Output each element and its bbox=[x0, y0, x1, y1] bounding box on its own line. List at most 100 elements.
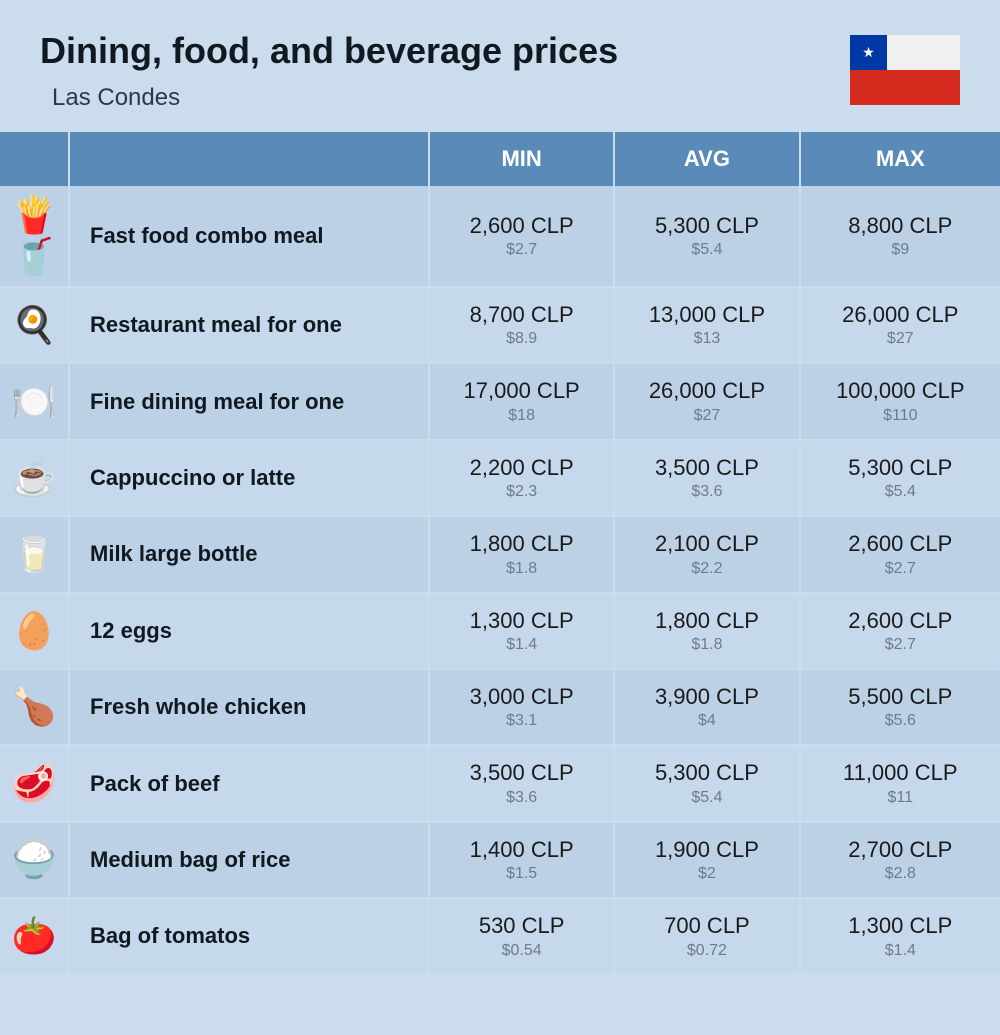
price-avg: 5,300 CLP $5.4 bbox=[615, 746, 800, 822]
price-min-usd: $18 bbox=[438, 407, 605, 425]
item-icon: 🥚 bbox=[0, 594, 70, 670]
flag-white bbox=[887, 35, 960, 70]
price-avg: 3,900 CLP $4 bbox=[615, 670, 800, 746]
price-avg-local: 2,100 CLP bbox=[623, 531, 790, 557]
flag-red bbox=[850, 70, 960, 105]
price-max: 1,300 CLP $1.4 bbox=[801, 899, 1000, 975]
item-label: Pack of beef bbox=[70, 746, 430, 822]
price-max-local: 8,800 CLP bbox=[809, 213, 992, 239]
price-max: 11,000 CLP $11 bbox=[801, 746, 1000, 822]
price-avg-local: 13,000 CLP bbox=[623, 302, 790, 328]
price-max: 100,000 CLP $110 bbox=[801, 364, 1000, 440]
item-label: Restaurant meal for one bbox=[70, 288, 430, 364]
price-avg-local: 3,900 CLP bbox=[623, 684, 790, 710]
price-min-usd: $0.54 bbox=[438, 942, 605, 960]
price-min: 3,000 CLP $3.1 bbox=[430, 670, 615, 746]
price-max: 8,800 CLP $9 bbox=[801, 186, 1000, 288]
price-max: 5,300 CLP $5.4 bbox=[801, 441, 1000, 517]
item-icon: 🍚 bbox=[0, 823, 70, 899]
price-avg: 1,900 CLP $2 bbox=[615, 823, 800, 899]
price-min: 1,400 CLP $1.5 bbox=[430, 823, 615, 899]
item-label: Cappuccino or latte bbox=[70, 441, 430, 517]
item-icon: ☕ bbox=[0, 441, 70, 517]
price-avg-usd: $13 bbox=[623, 330, 790, 348]
table-row: 🥛 Milk large bottle 1,800 CLP $1.8 2,100… bbox=[0, 517, 1000, 593]
table-row: 🥩 Pack of beef 3,500 CLP $3.6 5,300 CLP … bbox=[0, 746, 1000, 822]
price-max-usd: $11 bbox=[809, 789, 992, 807]
item-icon: 🍽️ bbox=[0, 364, 70, 440]
price-max-usd: $1.4 bbox=[809, 942, 992, 960]
price-max-usd: $110 bbox=[809, 407, 992, 425]
price-max-local: 2,700 CLP bbox=[809, 837, 992, 863]
item-label: Milk large bottle bbox=[70, 517, 430, 593]
col-avg-header: AVG bbox=[615, 132, 800, 186]
table-row: 🍽️ Fine dining meal for one 17,000 CLP $… bbox=[0, 364, 1000, 440]
table-row: 🍟🥤 Fast food combo meal 2,600 CLP $2.7 5… bbox=[0, 186, 1000, 288]
price-min: 1,300 CLP $1.4 bbox=[430, 594, 615, 670]
price-avg-usd: $2 bbox=[623, 865, 790, 883]
table-header-row: MIN AVG MAX bbox=[0, 132, 1000, 186]
price-max: 5,500 CLP $5.6 bbox=[801, 670, 1000, 746]
table-row: 🍗 Fresh whole chicken 3,000 CLP $3.1 3,9… bbox=[0, 670, 1000, 746]
flag-star: ★ bbox=[850, 35, 887, 70]
item-icon: 🍅 bbox=[0, 899, 70, 975]
price-max-local: 2,600 CLP bbox=[809, 531, 992, 557]
col-min-header: MIN bbox=[430, 132, 615, 186]
price-min-local: 3,000 CLP bbox=[438, 684, 605, 710]
price-max-usd: $5.4 bbox=[809, 483, 992, 501]
item-icon: 🥩 bbox=[0, 746, 70, 822]
price-max-usd: $2.7 bbox=[809, 636, 992, 654]
price-max-local: 1,300 CLP bbox=[809, 913, 992, 939]
price-max: 2,600 CLP $2.7 bbox=[801, 517, 1000, 593]
price-min-local: 2,200 CLP bbox=[438, 455, 605, 481]
price-avg-local: 1,800 CLP bbox=[623, 608, 790, 634]
item-label: Fast food combo meal bbox=[70, 186, 430, 288]
item-icon: 🥛 bbox=[0, 517, 70, 593]
item-label: Medium bag of rice bbox=[70, 823, 430, 899]
price-avg-usd: $0.72 bbox=[623, 942, 790, 960]
price-avg: 13,000 CLP $13 bbox=[615, 288, 800, 364]
price-min-local: 17,000 CLP bbox=[438, 378, 605, 404]
price-min-usd: $3.1 bbox=[438, 712, 605, 730]
header-text: Dining, food, and beverage prices Las Co… bbox=[40, 30, 618, 112]
item-label: Fine dining meal for one bbox=[70, 364, 430, 440]
page-subtitle: Las Condes bbox=[52, 84, 618, 112]
table-row: 🍚 Medium bag of rice 1,400 CLP $1.5 1,90… bbox=[0, 823, 1000, 899]
price-min-local: 1,800 CLP bbox=[438, 531, 605, 557]
price-avg-usd: $5.4 bbox=[623, 241, 790, 259]
price-max-local: 100,000 CLP bbox=[809, 378, 992, 404]
price-min-usd: $2.7 bbox=[438, 241, 605, 259]
price-max-local: 5,300 CLP bbox=[809, 455, 992, 481]
price-min-local: 2,600 CLP bbox=[438, 213, 605, 239]
price-max-local: 26,000 CLP bbox=[809, 302, 992, 328]
price-avg-local: 1,900 CLP bbox=[623, 837, 790, 863]
price-min-usd: $3.6 bbox=[438, 789, 605, 807]
table-row: 🍅 Bag of tomatos 530 CLP $0.54 700 CLP $… bbox=[0, 899, 1000, 975]
price-avg-usd: $4 bbox=[623, 712, 790, 730]
price-min-usd: $1.8 bbox=[438, 560, 605, 578]
price-max-usd: $2.8 bbox=[809, 865, 992, 883]
price-avg-usd: $1.8 bbox=[623, 636, 790, 654]
price-min: 1,800 CLP $1.8 bbox=[430, 517, 615, 593]
price-min: 3,500 CLP $3.6 bbox=[430, 746, 615, 822]
country-flag-icon: ★ bbox=[850, 35, 960, 105]
price-min-local: 8,700 CLP bbox=[438, 302, 605, 328]
price-min-local: 530 CLP bbox=[438, 913, 605, 939]
price-avg-local: 3,500 CLP bbox=[623, 455, 790, 481]
price-avg: 2,100 CLP $2.2 bbox=[615, 517, 800, 593]
price-max-local: 5,500 CLP bbox=[809, 684, 992, 710]
price-avg-usd: $27 bbox=[623, 407, 790, 425]
price-min-local: 1,300 CLP bbox=[438, 608, 605, 634]
price-max-local: 11,000 CLP bbox=[809, 760, 992, 786]
price-max-usd: $27 bbox=[809, 330, 992, 348]
price-max: 2,700 CLP $2.8 bbox=[801, 823, 1000, 899]
price-min-usd: $1.4 bbox=[438, 636, 605, 654]
price-avg: 26,000 CLP $27 bbox=[615, 364, 800, 440]
item-label: 12 eggs bbox=[70, 594, 430, 670]
price-avg-usd: $3.6 bbox=[623, 483, 790, 501]
price-min-local: 3,500 CLP bbox=[438, 760, 605, 786]
price-min-local: 1,400 CLP bbox=[438, 837, 605, 863]
table-row: 🍳 Restaurant meal for one 8,700 CLP $8.9… bbox=[0, 288, 1000, 364]
col-max-header: MAX bbox=[801, 132, 1000, 186]
col-icon-header bbox=[0, 132, 70, 186]
